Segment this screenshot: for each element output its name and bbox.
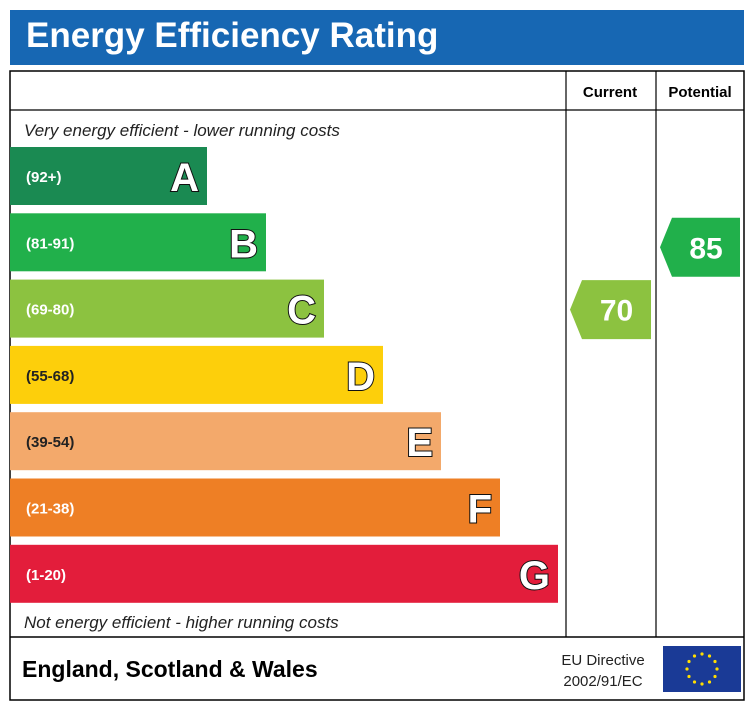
band-e: (39-54) E [10, 412, 441, 471]
band-range-e: (39-54) [26, 434, 74, 451]
band-range-g: (1-20) [26, 567, 66, 584]
band-bar-a [10, 147, 207, 205]
potential-rating-marker: 85 [660, 217, 740, 277]
band-bar-f [10, 478, 500, 537]
eu-flag-star [715, 667, 719, 671]
band-letter-e: E [406, 421, 433, 465]
eu-flag-star [713, 674, 717, 679]
caption-top: Very energy efficient - lower running co… [24, 121, 340, 140]
caption-bottom: Not energy efficient - higher running co… [24, 613, 339, 632]
band-letter-f: F [468, 488, 492, 532]
column-header-current: Current [583, 84, 637, 101]
eu-flag-star [685, 667, 689, 671]
eu-flag-star [687, 659, 691, 664]
current-rating-marker-shape [570, 280, 651, 340]
band-bar-c [10, 279, 324, 338]
current-rating-marker-value: 70 [600, 295, 633, 328]
column-headers: Current Potential [583, 84, 732, 101]
band-f: (21-38) F [10, 478, 500, 537]
column-header-potential: Potential [668, 84, 731, 101]
chart-title: Energy Efficiency Rating [26, 16, 439, 55]
band-range-d: (55-68) [26, 368, 74, 385]
band-g: (1-20) G [10, 544, 558, 603]
title-bar: Energy Efficiency Rating [10, 10, 744, 65]
band-bar-d [10, 345, 383, 404]
eu-flag-star [692, 654, 697, 658]
band-range-f: (21-38) [26, 501, 74, 518]
eu-flag-star [713, 659, 717, 664]
band-letter-b: B [229, 222, 258, 266]
rating-markers: 70 85 [570, 217, 740, 340]
band-b: (81-91) B [10, 213, 266, 272]
footer-directive-line2: 2002/91/EC [563, 673, 642, 690]
band-bar-g [10, 544, 558, 603]
band-range-b: (81-91) [26, 235, 74, 252]
band-range-c: (69-80) [26, 302, 74, 319]
footer-directive-line1: EU Directive [561, 652, 644, 669]
eu-flag-star [707, 680, 712, 684]
band-a: (92+) A [10, 147, 207, 205]
band-range-a: (92+) [26, 169, 61, 186]
potential-rating-marker-value: 85 [689, 232, 722, 265]
band-letter-g: G [519, 554, 550, 598]
footer-region: England, Scotland & Wales [22, 656, 318, 682]
band-letter-c: C [287, 289, 316, 333]
current-rating-marker: 70 [570, 280, 651, 340]
band-letter-d: D [346, 355, 375, 399]
band-bar-e [10, 412, 441, 471]
band-bar-b [10, 213, 266, 272]
eu-flag-star [687, 674, 691, 679]
eu-flag-star [700, 682, 704, 686]
eu-flag-icon [663, 646, 741, 692]
eu-flag-star [707, 654, 712, 658]
band-d: (55-68) D [10, 345, 383, 404]
band-bars: (92+) A (81-91) B (69-80) C (55-68) D (39-54) E (2… [10, 147, 558, 603]
band-letter-a: A [170, 156, 199, 200]
eu-flag-star [700, 652, 704, 656]
potential-rating-marker-shape [660, 217, 740, 277]
eu-flag-star [692, 680, 697, 684]
band-c: (69-80) C [10, 279, 324, 338]
